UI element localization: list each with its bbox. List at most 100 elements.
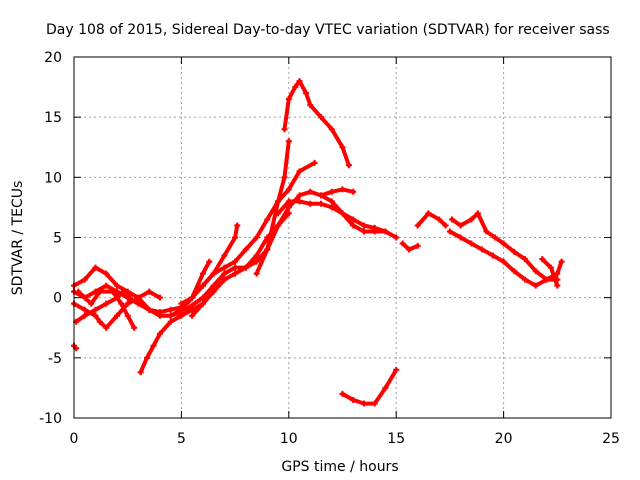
data-point-marker [414, 222, 421, 229]
data-point-marker [264, 216, 271, 223]
data-point-marker [532, 282, 539, 289]
chart-title: Day 108 of 2015, Sidereal Day-to-day VTE… [46, 22, 610, 38]
data-point-marker [150, 342, 157, 349]
data-point-marker [189, 306, 196, 313]
data-point-marker [547, 264, 554, 271]
data-point-marker [221, 264, 228, 271]
data-point-marker [328, 204, 335, 211]
y-tick-label: 0 [53, 291, 62, 307]
data-point-marker [285, 204, 292, 211]
data-point-marker [144, 354, 151, 361]
series-line [254, 187, 356, 276]
data-point-marker [371, 400, 378, 407]
data-point-marker [311, 159, 318, 166]
data-point-marker [253, 234, 260, 241]
data-point-marker [199, 294, 206, 301]
data-point-marker [96, 318, 103, 325]
data-point-marker [328, 198, 335, 205]
data-point-marker [339, 210, 346, 217]
data-point-marker [167, 312, 174, 319]
series-arc-19 [449, 210, 565, 283]
data-point-marker [554, 282, 561, 289]
data-point-marker [232, 270, 239, 277]
data-point-marker [350, 188, 357, 195]
data-point-marker [554, 270, 561, 277]
x-tick-label: 20 [495, 431, 513, 447]
data-point-marker [103, 300, 110, 307]
data-point-marker [199, 282, 206, 289]
data-point-marker [103, 270, 110, 277]
data-point-marker [232, 264, 239, 271]
data-point-marker [511, 268, 518, 275]
data-point-marker [81, 276, 88, 283]
data-point-marker [360, 222, 367, 229]
data-point-marker [118, 300, 125, 307]
y-tick-label: 20 [44, 50, 62, 66]
data-point-marker [103, 282, 110, 289]
data-point-marker [483, 228, 490, 235]
data-point-marker [199, 270, 206, 277]
data-point-marker [124, 312, 131, 319]
data-point-marker [399, 240, 406, 247]
data-point-marker [532, 268, 539, 275]
tick-labels: 0 5 10 15 20 25 -10 -5 0 5 10 15 20 [39, 50, 620, 447]
series-arc-11 [167, 258, 213, 319]
data-series [71, 78, 565, 407]
data-point-marker [307, 188, 314, 195]
data-point-marker [457, 222, 464, 229]
series-arc-6 [137, 300, 206, 376]
data-point-marker [393, 366, 400, 373]
data-point-marker [350, 222, 357, 229]
data-point-marker [446, 228, 453, 235]
data-point-marker [253, 270, 260, 277]
data-point-marker [318, 114, 325, 121]
data-point-marker [281, 174, 288, 181]
data-point-marker [511, 248, 518, 255]
data-point-marker [210, 282, 217, 289]
data-point-marker [221, 252, 228, 259]
y-tick-label: -10 [39, 411, 62, 427]
data-point-marker [360, 400, 367, 407]
series-arc-15 [281, 78, 352, 169]
y-tick-label: 15 [44, 110, 62, 126]
data-point-marker [457, 234, 464, 241]
data-point-marker [178, 306, 185, 313]
data-point-marker [449, 216, 456, 223]
series-arc-20 [446, 228, 561, 289]
data-point-marker [307, 102, 314, 109]
data-point-marker [339, 390, 346, 397]
data-point-marker [189, 312, 196, 319]
data-point-marker [156, 294, 163, 301]
data-point-marker [436, 216, 443, 223]
y-tick-label: 5 [53, 231, 62, 247]
data-point-marker [350, 396, 357, 403]
data-point-marker [345, 162, 352, 169]
series-arc-10 [189, 210, 292, 319]
data-point-marker [318, 200, 325, 207]
series-line [190, 211, 291, 318]
data-point-marker [558, 258, 565, 265]
data-point-marker [92, 306, 99, 313]
data-point-marker [206, 258, 213, 265]
data-point-marker [371, 228, 378, 235]
data-point-marker [113, 282, 120, 289]
data-point-marker [210, 288, 217, 295]
data-point-marker [275, 198, 282, 205]
data-point-marker [285, 198, 292, 205]
data-point-marker [328, 126, 335, 133]
data-point-marker [489, 252, 496, 259]
data-point-marker [500, 240, 507, 247]
data-point-marker [75, 288, 82, 295]
data-point-marker [109, 288, 116, 295]
y-tick-label: -5 [48, 351, 62, 367]
data-point-marker [167, 318, 174, 325]
data-point-marker [281, 126, 288, 133]
data-point-marker [88, 300, 95, 307]
data-point-marker [242, 264, 249, 271]
data-point-marker [492, 234, 499, 241]
series-arc-5 [75, 288, 138, 331]
data-point-marker [285, 96, 292, 103]
data-point-marker [253, 258, 260, 265]
series-line [415, 211, 448, 228]
